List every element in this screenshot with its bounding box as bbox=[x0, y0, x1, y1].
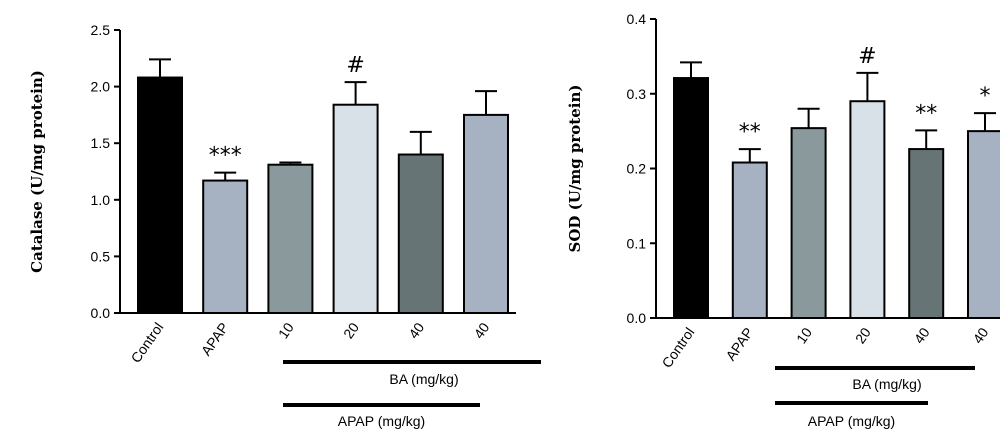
significance-mark: # bbox=[346, 53, 364, 78]
significance-mark: ** bbox=[739, 120, 761, 145]
y-tick-label: 0.2 bbox=[627, 161, 647, 177]
significance-mark: ** bbox=[915, 101, 937, 126]
bar-3 bbox=[267, 163, 314, 314]
x-tick-label: 40 bbox=[470, 319, 492, 341]
y-axis-label: Catalase (U/mg protein) bbox=[28, 70, 46, 273]
y-tick-label: 0.4 bbox=[627, 11, 647, 27]
x-tick-label: Control bbox=[127, 320, 166, 366]
x-tick-label: 10 bbox=[793, 324, 815, 346]
y-tick-label: 0.0 bbox=[91, 305, 111, 321]
y-tick-label: 1.0 bbox=[91, 192, 111, 208]
x-tick-label: 10 bbox=[275, 319, 297, 341]
x-tick-label: 40 bbox=[969, 324, 991, 346]
x-tick-label: APAP bbox=[198, 320, 232, 359]
group-label: APAP (mg/kg) bbox=[338, 413, 425, 429]
y-tick-label: 2.0 bbox=[91, 79, 111, 95]
significance-mark: *** bbox=[209, 144, 242, 169]
x-tick-label: Control bbox=[658, 325, 697, 371]
bar-6 bbox=[967, 130, 1000, 319]
chart-1: Catalase (U/mg protein) 0.0 0.5 1.0 1.5 2.0 2.… bbox=[28, 22, 541, 429]
bar-1 bbox=[673, 77, 709, 319]
bar-2 bbox=[202, 179, 249, 314]
group-label: BA (mg/kg) bbox=[389, 371, 458, 387]
bar-5 bbox=[908, 148, 945, 319]
group-label: APAP (mg/kg) bbox=[808, 413, 895, 429]
y-tick-label: 0.0 bbox=[627, 310, 647, 326]
x-tick-label: 20 bbox=[340, 319, 362, 341]
x-tick-label: 40 bbox=[911, 324, 933, 346]
bar-4 bbox=[332, 103, 379, 314]
significance-mark: # bbox=[858, 44, 876, 69]
y-tick-label: 0.5 bbox=[91, 248, 111, 264]
x-tick-label: 40 bbox=[405, 319, 427, 341]
y-tick-label: 0.1 bbox=[627, 235, 647, 251]
group-label: BA (mg/kg) bbox=[852, 376, 921, 392]
bar-4 bbox=[849, 100, 886, 319]
y-tick-label: 1.5 bbox=[91, 135, 111, 151]
y-axis-label: SOD (U/mg protein) bbox=[566, 85, 584, 253]
x-tick-label: 20 bbox=[852, 324, 874, 346]
bar-3 bbox=[790, 127, 827, 319]
bar-5 bbox=[397, 153, 444, 314]
x-tick-label: APAP bbox=[722, 325, 756, 364]
bar-1 bbox=[137, 76, 183, 314]
bar-6 bbox=[463, 113, 509, 315]
y-tick-label: 2.5 bbox=[91, 22, 111, 38]
y-tick-label: 0.3 bbox=[627, 86, 647, 102]
bar-2 bbox=[731, 161, 768, 319]
chart-2: SOD (U/mg protein) 0.0 0.1 0.2 0.3 0.4 Control… bbox=[566, 11, 1000, 429]
significance-mark: * bbox=[980, 84, 991, 109]
